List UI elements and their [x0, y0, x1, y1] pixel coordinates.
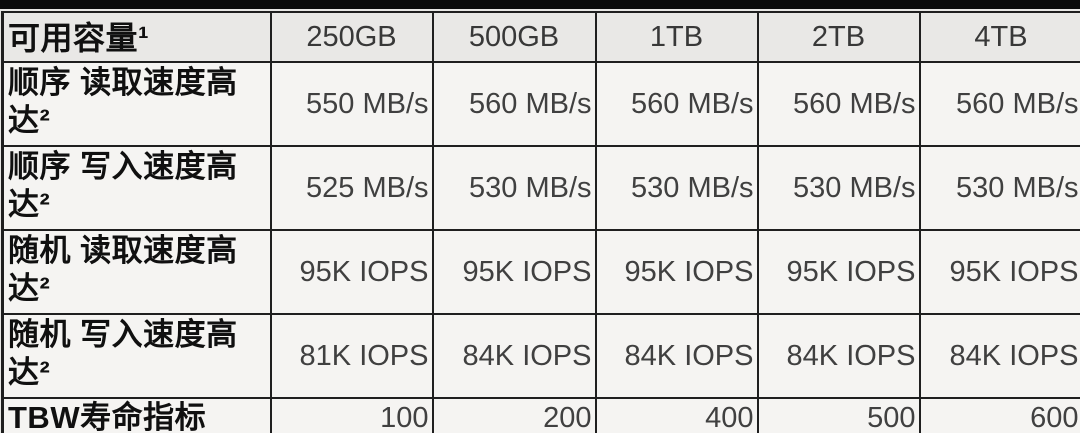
capacity-header-label: 可用容量¹: [1, 11, 272, 63]
row-label-cell: 顺序 读取速度高达²: [1, 61, 272, 147]
row-label-cell: 顺序 写入速度高达²: [1, 145, 272, 231]
spec-value-cell: 560 MB/s: [594, 61, 759, 147]
spec-value-cell: 95K IOPS: [756, 229, 921, 315]
column-header-250gb: 250GB: [269, 11, 434, 63]
row-tbw-endurance: TBW寿命指标 100 200 400 500 600: [1, 396, 1080, 433]
row-label-cell: 随机 写入速度高达²: [1, 313, 272, 399]
spec-value-cell: 560 MB/s: [918, 61, 1080, 147]
spec-value-cell: 84K IOPS: [918, 313, 1080, 399]
top-black-bar: [0, 0, 1080, 9]
spec-value-cell: 550 MB/s: [269, 61, 434, 147]
table-header-row: 可用容量¹ 250GB 500GB 1TB 2TB 4TB: [1, 11, 1080, 63]
spec-value-cell: 84K IOPS: [756, 313, 921, 399]
spec-value-cell: 200: [431, 396, 597, 433]
column-header-4tb: 4TB: [918, 11, 1080, 63]
spec-value-cell: 560 MB/s: [431, 61, 597, 147]
spec-value-cell: 95K IOPS: [431, 229, 597, 315]
column-header-500gb: 500GB: [431, 11, 597, 63]
spec-value-cell: 95K IOPS: [594, 229, 759, 315]
spec-value-cell: 84K IOPS: [431, 313, 597, 399]
row-sequential-write: 顺序 写入速度高达² 525 MB/s 530 MB/s 530 MB/s 53…: [1, 145, 1080, 231]
spec-value-cell: 400: [594, 396, 759, 433]
spec-value-cell: 100: [269, 396, 434, 433]
row-label-cell: 随机 读取速度高达²: [1, 229, 272, 315]
spec-table-container: 可用容量¹ 250GB 500GB 1TB 2TB 4TB 顺序 读取速度高达²…: [0, 9, 1080, 433]
row-random-write: 随机 写入速度高达² 81K IOPS 84K IOPS 84K IOPS 84…: [1, 313, 1080, 399]
spec-value-cell: 530 MB/s: [594, 145, 759, 231]
spec-value-cell: 95K IOPS: [918, 229, 1080, 315]
spec-value-cell: 530 MB/s: [431, 145, 597, 231]
spec-value-cell: 81K IOPS: [269, 313, 434, 399]
spec-value-cell: 530 MB/s: [918, 145, 1080, 231]
row-random-read: 随机 读取速度高达² 95K IOPS 95K IOPS 95K IOPS 95…: [1, 229, 1080, 315]
spec-value-cell: 95K IOPS: [269, 229, 434, 315]
row-label-cell: TBW寿命指标: [1, 396, 272, 433]
row-sequential-read: 顺序 读取速度高达² 550 MB/s 560 MB/s 560 MB/s 56…: [1, 61, 1080, 147]
spec-value-cell: 84K IOPS: [594, 313, 759, 399]
spec-value-cell: 600: [918, 396, 1080, 433]
spec-value-cell: 560 MB/s: [756, 61, 921, 147]
spec-value-cell: 525 MB/s: [269, 145, 434, 231]
ssd-spec-table: 可用容量¹ 250GB 500GB 1TB 2TB 4TB 顺序 读取速度高达²…: [1, 11, 1080, 433]
spec-value-cell: 530 MB/s: [756, 145, 921, 231]
column-header-2tb: 2TB: [756, 11, 921, 63]
column-header-1tb: 1TB: [594, 11, 759, 63]
spec-value-cell: 500: [756, 396, 921, 433]
